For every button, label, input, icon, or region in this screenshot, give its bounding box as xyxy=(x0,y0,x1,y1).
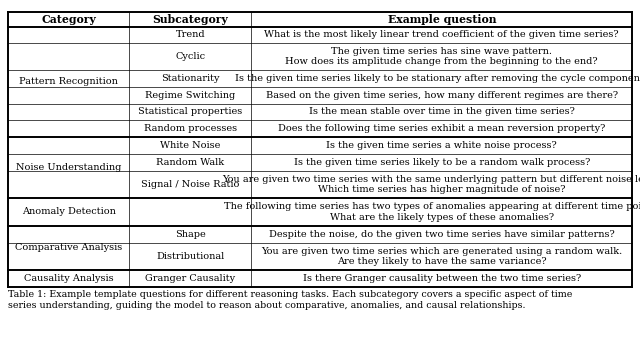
Text: Pattern Recognition: Pattern Recognition xyxy=(19,77,118,86)
Text: Random processes: Random processes xyxy=(144,124,237,133)
Text: The given time series has sine wave pattern.
How does its amplitude change from : The given time series has sine wave patt… xyxy=(285,47,598,67)
Text: Noise Understanding: Noise Understanding xyxy=(16,163,121,172)
Text: Is the given time series likely to be stationary after removing the cycle compon: Is the given time series likely to be st… xyxy=(235,74,640,83)
Text: Regime Switching: Regime Switching xyxy=(145,91,236,100)
Text: What is the most likely linear trend coefficient of the given time series?: What is the most likely linear trend coe… xyxy=(264,30,619,39)
Text: Distributional: Distributional xyxy=(156,252,225,261)
Text: Is the given time series likely to be a random walk process?: Is the given time series likely to be a … xyxy=(294,158,590,166)
Text: Subcategory: Subcategory xyxy=(152,14,228,25)
Text: Granger Causality: Granger Causality xyxy=(145,274,236,283)
Text: Category: Category xyxy=(41,14,96,25)
Text: Comparative Analysis: Comparative Analysis xyxy=(15,244,122,252)
Text: Is there Granger causality between the two time series?: Is there Granger causality between the t… xyxy=(303,274,581,283)
Text: You are given two time series which are generated using a random walk.
Are they : You are given two time series which are … xyxy=(261,247,623,266)
Text: Statistical properties: Statistical properties xyxy=(138,107,243,117)
Text: Cyclic: Cyclic xyxy=(175,52,205,61)
Text: You are given two time series with the same underlying pattern but different noi: You are given two time series with the s… xyxy=(222,175,640,194)
Text: White Noise: White Noise xyxy=(160,141,221,150)
Text: Shape: Shape xyxy=(175,230,206,239)
Text: Based on the given time series, how many different regimes are there?: Based on the given time series, how many… xyxy=(266,91,618,100)
Text: Is the mean stable over time in the given time series?: Is the mean stable over time in the give… xyxy=(309,107,575,117)
Text: Example question: Example question xyxy=(388,14,496,25)
Text: Stationarity: Stationarity xyxy=(161,74,220,83)
Text: Is the given time series a white noise process?: Is the given time series a white noise p… xyxy=(326,141,557,150)
Text: The following time series has two types of anomalies appearing at different time: The following time series has two types … xyxy=(224,202,640,222)
Text: Does the following time series exhibit a mean reversion property?: Does the following time series exhibit a… xyxy=(278,124,605,133)
Text: Table 1: Example template questions for different reasoning tasks. Each subcateg: Table 1: Example template questions for … xyxy=(8,290,572,310)
Text: Causality Analysis: Causality Analysis xyxy=(24,274,113,283)
Text: Random Walk: Random Walk xyxy=(156,158,225,166)
Text: Despite the noise, do the given two time series have similar patterns?: Despite the noise, do the given two time… xyxy=(269,230,614,239)
Text: Signal / Noise Ratio: Signal / Noise Ratio xyxy=(141,180,239,189)
Text: Anomaly Detection: Anomaly Detection xyxy=(22,207,115,216)
Text: Trend: Trend xyxy=(175,30,205,39)
